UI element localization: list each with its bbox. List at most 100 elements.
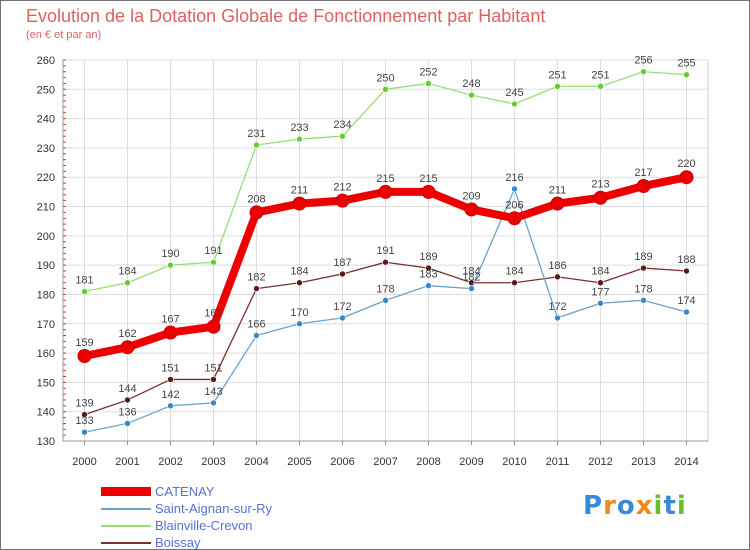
logo-letter: o bbox=[616, 491, 636, 521]
data-point-saint-aignan-sur-ry bbox=[511, 185, 518, 193]
data-label-catenay: 215 bbox=[376, 173, 394, 185]
data-label-blainville-crevon: 233 bbox=[290, 122, 308, 134]
data-point-boissay bbox=[167, 376, 174, 383]
legend-label-saint-aignan: Saint-Aignan-sur-Ry bbox=[155, 501, 273, 516]
data-label-boissay: 184 bbox=[462, 266, 480, 278]
data-label-saint-aignan-sur-ry: 136 bbox=[118, 406, 136, 418]
data-point-catenay bbox=[679, 170, 694, 185]
data-label-catenay: 211 bbox=[291, 185, 309, 197]
legend-label-boissay: Boissay bbox=[155, 535, 201, 550]
data-label-boissay: 151 bbox=[204, 362, 222, 374]
data-label-blainville-crevon: 255 bbox=[677, 58, 695, 70]
y-tick-label: 200 bbox=[37, 231, 55, 243]
data-point-catenay bbox=[550, 196, 565, 211]
data-point-boissay bbox=[81, 411, 88, 418]
data-point-catenay bbox=[593, 190, 608, 205]
data-label-saint-aignan-sur-ry: 133 bbox=[75, 415, 93, 427]
data-label-boissay: 144 bbox=[118, 383, 136, 395]
data-label-boissay: 189 bbox=[419, 251, 437, 263]
legend-swatch-saint-aignan bbox=[101, 508, 151, 510]
data-label-saint-aignan-sur-ry: 182 bbox=[462, 272, 480, 284]
proxiti-logo: Proxiti bbox=[583, 491, 687, 521]
data-label-blainville-crevon: 234 bbox=[333, 119, 351, 131]
y-tick-label: 220 bbox=[37, 172, 55, 184]
x-tick-label: 2006 bbox=[330, 456, 354, 468]
data-point-catenay bbox=[120, 340, 135, 355]
data-point-saint-aignan-sur-ry bbox=[339, 314, 346, 322]
legend-swatch-catenay bbox=[101, 487, 151, 496]
data-point-catenay bbox=[77, 349, 92, 364]
data-label-blainville-crevon: 250 bbox=[376, 72, 394, 84]
data-label-catenay: 220 bbox=[677, 158, 695, 170]
data-point-saint-aignan-sur-ry bbox=[640, 297, 647, 304]
logo-letter: P bbox=[583, 491, 604, 521]
data-label-boissay: 182 bbox=[247, 272, 265, 284]
legend-swatch-boissay bbox=[101, 542, 151, 544]
data-point-boissay bbox=[511, 279, 518, 287]
data-point-boissay bbox=[597, 279, 604, 287]
x-tick-label: 2003 bbox=[201, 456, 225, 468]
data-point-blainville-crevon bbox=[81, 288, 88, 295]
data-label-boissay: 184 bbox=[591, 266, 609, 278]
data-point-saint-aignan-sur-ry bbox=[554, 314, 561, 322]
data-label-saint-aignan-sur-ry: 178 bbox=[376, 283, 394, 295]
data-label-blainville-crevon: 184 bbox=[118, 266, 136, 278]
data-point-saint-aignan-sur-ry bbox=[81, 428, 88, 436]
data-label-saint-aignan-sur-ry: 216 bbox=[505, 172, 523, 184]
data-point-catenay bbox=[292, 196, 307, 211]
x-tick-label: 2013 bbox=[631, 456, 655, 468]
data-label-catenay: 217 bbox=[634, 167, 652, 179]
data-point-boissay bbox=[339, 270, 346, 278]
data-label-catenay: 211 bbox=[549, 185, 567, 197]
x-tick-label: 2009 bbox=[459, 456, 483, 468]
data-label-blainville-crevon: 191 bbox=[204, 245, 222, 257]
data-point-catenay bbox=[163, 325, 178, 340]
data-point-saint-aignan-sur-ry bbox=[683, 308, 690, 316]
y-tick-label: 150 bbox=[37, 377, 55, 389]
y-tick-label: 240 bbox=[37, 114, 55, 126]
data-point-blainville-crevon bbox=[167, 261, 174, 269]
data-label-blainville-crevon: 245 bbox=[505, 87, 523, 99]
data-point-boissay bbox=[554, 273, 561, 281]
y-tick-label: 180 bbox=[37, 289, 55, 301]
data-point-blainville-crevon bbox=[425, 80, 432, 87]
logo-letter: i bbox=[653, 491, 664, 521]
x-tick-label: 2000 bbox=[72, 456, 96, 468]
data-label-saint-aignan-sur-ry: 166 bbox=[247, 318, 265, 330]
data-point-boissay bbox=[382, 258, 389, 266]
data-label-blainville-crevon: 256 bbox=[634, 55, 652, 67]
data-label-catenay: 213 bbox=[591, 179, 609, 191]
logo-letter: t bbox=[663, 491, 677, 521]
data-label-blainville-crevon: 231 bbox=[247, 128, 265, 140]
data-point-saint-aignan-sur-ry bbox=[124, 420, 131, 427]
data-point-blainville-crevon bbox=[554, 83, 561, 90]
x-tick-label: 2012 bbox=[588, 456, 612, 468]
data-point-boissay bbox=[640, 264, 647, 272]
data-point-catenay bbox=[507, 211, 522, 226]
x-tick-label: 2011 bbox=[546, 456, 570, 468]
data-label-catenay: 208 bbox=[247, 193, 265, 205]
y-tick-label: 260 bbox=[37, 55, 55, 67]
y-tick-label: 210 bbox=[37, 202, 55, 214]
data-point-boissay bbox=[253, 285, 260, 292]
data-point-saint-aignan-sur-ry bbox=[210, 399, 217, 407]
data-label-catenay: 212 bbox=[333, 182, 351, 194]
data-point-blainville-crevon bbox=[382, 86, 389, 93]
data-point-blainville-crevon bbox=[124, 279, 131, 287]
legend-swatch-blainville bbox=[101, 525, 151, 527]
data-label-boissay: 184 bbox=[290, 266, 308, 278]
legend-label-blainville: Blainville-Crevon bbox=[155, 518, 253, 533]
data-point-blainville-crevon bbox=[339, 132, 346, 140]
data-label-catenay: 167 bbox=[161, 314, 179, 326]
data-label-boissay: 189 bbox=[634, 251, 652, 263]
data-point-catenay bbox=[335, 193, 350, 208]
data-label-boissay: 188 bbox=[677, 254, 695, 266]
data-label-blainville-crevon: 248 bbox=[462, 78, 480, 90]
data-label-blainville-crevon: 181 bbox=[75, 275, 93, 287]
data-point-blainville-crevon bbox=[210, 258, 217, 266]
data-point-catenay bbox=[464, 202, 479, 217]
data-label-boissay: 187 bbox=[333, 257, 351, 269]
data-point-saint-aignan-sur-ry bbox=[167, 402, 174, 410]
data-label-blainville-crevon: 251 bbox=[591, 69, 609, 81]
